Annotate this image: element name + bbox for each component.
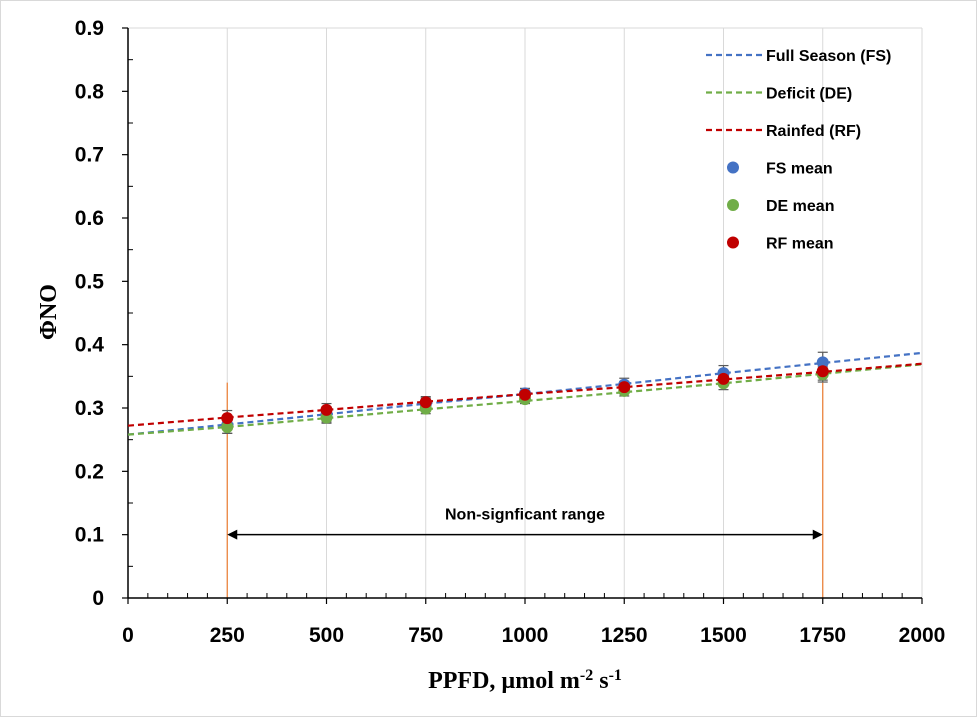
x-tick-label: 1250 <box>601 624 648 647</box>
mean-point <box>816 365 829 378</box>
range-annotation: Non-signficant range <box>227 507 823 540</box>
series-line <box>127 362 923 427</box>
legend-label: DE mean <box>766 198 834 215</box>
range-annotation-label: Non-signficant range <box>445 507 605 524</box>
y-tick-label: 0.6 <box>75 207 104 230</box>
legend-label: RF mean <box>766 236 834 253</box>
x-tick-label: 2000 <box>899 624 946 647</box>
y-tick-label: 0.9 <box>75 17 104 40</box>
y-tick-label: 0.3 <box>75 397 104 420</box>
range-arrow-right-head <box>812 529 823 540</box>
x-tick-label: 1000 <box>502 624 549 647</box>
x-tick-label: 1750 <box>799 624 846 647</box>
x-axis-title-sup2: -1 <box>609 667 622 684</box>
axes: 0 0.1 0.2 0.3 0.4 0.5 0.6 0.7 0.8 0.9 0 250 500 750 10… <box>75 17 946 647</box>
y-axis-title: ΦNO <box>36 284 62 340</box>
y-tick-label: 0.2 <box>75 460 104 483</box>
x-axis-title-mid: s <box>593 668 608 694</box>
mean-point <box>221 412 234 425</box>
x-axis-title-main: PPFD, µmol m <box>428 668 580 694</box>
series-lines <box>127 351 923 436</box>
y-tick-label: 0 <box>92 587 104 610</box>
y-tick-label: 0.4 <box>75 334 105 357</box>
legend-marker-swatch <box>727 161 739 174</box>
x-axis-title-sup1: -2 <box>580 667 593 684</box>
mean-point <box>320 403 333 416</box>
x-tick-label: 0 <box>122 624 134 647</box>
mean-point <box>618 381 631 394</box>
mean-point <box>519 388 531 401</box>
legend: Full Season (FS) Deficit (DE) Rainfed (RF)… <box>706 48 891 253</box>
legend-marker-swatch <box>727 199 739 211</box>
x-tick-label: 750 <box>408 624 443 647</box>
legend-label: Rainfed (RF) <box>766 123 861 140</box>
x-tick-label: 500 <box>309 624 344 647</box>
series-line <box>127 363 923 436</box>
y-tick-label: 0.8 <box>75 80 105 103</box>
legend-label: Full Season (FS) <box>766 48 891 65</box>
y-tick-label: 0.1 <box>75 524 105 547</box>
mean-point <box>816 356 829 369</box>
mean-point <box>419 396 432 409</box>
mean-point <box>221 421 234 433</box>
x-tick-label: 250 <box>210 624 245 647</box>
x-tick-label: 1500 <box>700 624 747 647</box>
legend-label: Deficit (DE) <box>766 86 852 103</box>
range-arrow-left-head <box>227 529 238 540</box>
legend-marker-swatch <box>727 236 739 249</box>
legend-label: FS mean <box>766 161 833 178</box>
series-line <box>127 351 923 436</box>
x-axis-title: PPFD, µmol m-2 s-1 <box>428 667 622 695</box>
y-tick-label: 0.7 <box>75 144 104 167</box>
y-tick-label: 0.5 <box>75 270 105 293</box>
mean-point <box>717 372 730 385</box>
mean-markers <box>221 351 829 434</box>
